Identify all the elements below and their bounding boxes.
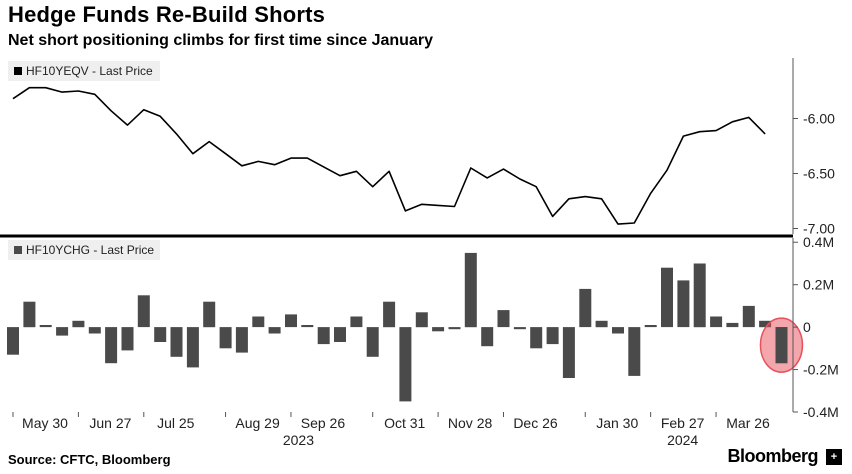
- bar: [268, 327, 281, 334]
- bar: [513, 327, 526, 330]
- bar: [39, 325, 52, 328]
- chart-subtitle: Net short positioning climbs for first t…: [8, 32, 433, 49]
- bar: [464, 252, 477, 328]
- series-line: [12, 86, 766, 225]
- x-tick-label: Oct 31: [384, 415, 425, 431]
- bar: [203, 301, 216, 328]
- bar: [448, 327, 461, 330]
- x-tick-label: Mar 26: [726, 415, 770, 431]
- bar: [121, 327, 134, 351]
- x-year-label: 2023: [283, 432, 314, 448]
- chart-title: Hedge Funds Re-Build Shorts: [8, 2, 326, 27]
- bar: [285, 314, 297, 328]
- x-tick-label: Sep 26: [301, 415, 346, 431]
- bar: [612, 327, 624, 334]
- bar: [219, 327, 232, 349]
- x-tick-label: Aug 29: [235, 415, 280, 431]
- bar: [644, 325, 657, 328]
- bar: [742, 305, 755, 328]
- line-legend-box: [8, 61, 160, 81]
- bar: [252, 316, 265, 328]
- bar: [595, 320, 608, 328]
- bar: [530, 327, 543, 349]
- bar: [317, 327, 330, 345]
- x-tick-label: May 30: [22, 415, 68, 431]
- bar: [546, 327, 559, 345]
- bar-legend-box: [8, 240, 160, 260]
- bar: [710, 316, 723, 328]
- bar: [137, 295, 150, 328]
- line-panel: HF10YEQV - Last Price -6.00 -6.50 -7.00: [8, 61, 835, 237]
- bar: [170, 327, 183, 357]
- bar: [366, 327, 379, 357]
- x-tick-label: Jul 25: [157, 415, 195, 431]
- bar-highlighted: [775, 327, 788, 364]
- bar: [105, 327, 118, 364]
- bar: [350, 316, 363, 328]
- bar-legend-swatch: [14, 246, 22, 254]
- y-tick-label: 0.2M: [803, 277, 834, 293]
- bar: [23, 301, 36, 328]
- bar: [497, 310, 510, 328]
- x-tick-label: Nov 28: [448, 415, 493, 431]
- x-year-label: 2024: [667, 432, 698, 448]
- y-tick-label: 0: [803, 319, 811, 335]
- bar: [88, 327, 101, 334]
- y-tick-label: 0.4M: [803, 234, 834, 250]
- bloomberg-logo: Bloomberg: [727, 446, 818, 466]
- bar: [383, 301, 396, 328]
- bar: [677, 280, 690, 328]
- bar: [759, 320, 772, 328]
- bar: [661, 267, 673, 328]
- bar: [415, 312, 428, 328]
- bar: [334, 327, 346, 342]
- bar-panel: HF10YCHG - Last Price 0.4M 0.2M 0 -0.2M -0.4…: [7, 234, 839, 420]
- bar-legend-label: HF10YCHG - Last Price: [26, 243, 154, 257]
- bar: [186, 327, 199, 368]
- bloomberg-terminal-icon: +: [826, 449, 842, 465]
- bar: [726, 322, 739, 328]
- bar: [481, 327, 494, 347]
- bar: [154, 327, 167, 342]
- x-tick-label: Jan 30: [596, 415, 638, 431]
- bar: [562, 327, 575, 378]
- x-tick-label: Jun 27: [89, 415, 131, 431]
- x-tick-label: Dec 26: [513, 415, 558, 431]
- bar: [693, 263, 706, 328]
- line-legend-label: HF10YEQV - Last Price: [26, 64, 153, 78]
- bar: [235, 327, 248, 353]
- y-tick-label: -0.4M: [803, 404, 839, 420]
- bar: [72, 320, 85, 328]
- x-tick-label: Feb 27: [661, 415, 705, 431]
- source-note: Source: CFTC, Bloomberg: [8, 452, 171, 467]
- y-tick-label: -6.00: [803, 111, 835, 127]
- y-tick-label: -6.50: [803, 166, 835, 182]
- y-tick-label: -0.2M: [803, 362, 839, 378]
- bar: [628, 327, 641, 376]
- bar: [579, 288, 592, 328]
- bar: [56, 327, 69, 336]
- bar: [7, 327, 19, 355]
- bar: [432, 327, 445, 332]
- bar: [399, 327, 412, 402]
- bar: [301, 325, 314, 328]
- y-tick-label: -7.00: [803, 221, 835, 237]
- line-legend-swatch: [14, 67, 22, 75]
